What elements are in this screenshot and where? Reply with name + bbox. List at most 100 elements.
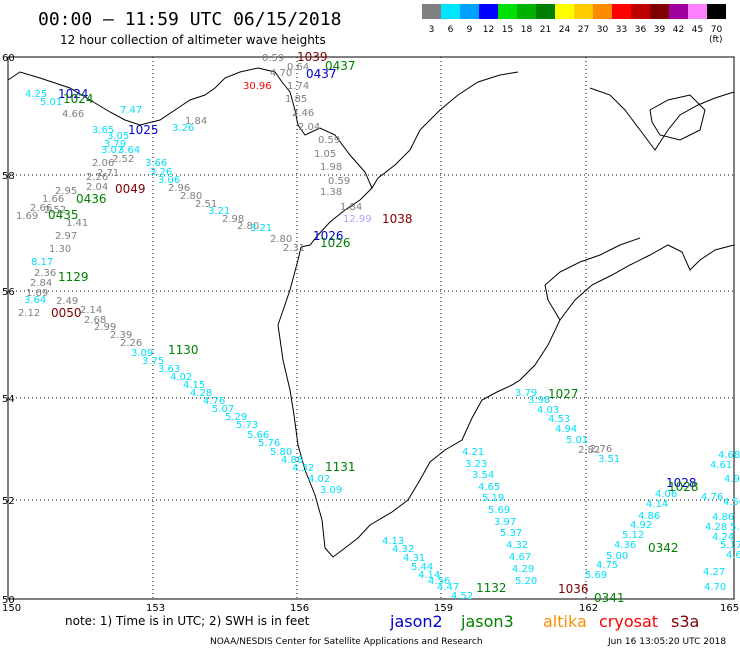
pass-label-cryosat: 0049 <box>115 182 146 196</box>
coastline-okhotsk-north <box>7 67 519 190</box>
wave-height-label: 3.26 <box>150 167 172 178</box>
lat-tick-50: 50 <box>2 595 15 606</box>
wave-height-label: 0.59 <box>318 135 340 146</box>
color-scale-label: 18 <box>521 25 533 35</box>
wave-height-label: 2.71 <box>97 168 119 179</box>
wave-height-label: 4.15 <box>183 380 205 391</box>
wave-height-label: 4.28 <box>705 522 727 533</box>
wave-height-label: 5.69 <box>488 505 510 516</box>
wave-height-label: 4.02 <box>308 474 330 485</box>
color-scale-swatch <box>688 4 707 19</box>
wave-height-label: 3.75 <box>142 356 164 367</box>
color-scale-swatch <box>612 4 631 19</box>
pass-label-jason3: 1024 <box>63 92 94 106</box>
wave-height-label: 4.86 <box>638 511 660 522</box>
wave-height-label: 5.12 <box>622 530 644 541</box>
wave-height-label: 4.86 <box>281 455 303 466</box>
coastline-karaginsky <box>544 237 641 321</box>
color-scale-swatch <box>460 4 479 19</box>
graticule <box>8 57 734 599</box>
pass-label-cryosat: 0050 <box>51 306 82 320</box>
wave-height-label: 4.03 <box>537 405 559 416</box>
color-scale-swatch <box>574 4 593 19</box>
wave-height-label: 2.80 <box>180 191 202 202</box>
wave-height-label: 4.70 <box>704 582 726 593</box>
wave-height-label: 2.26 <box>120 338 142 349</box>
color-scale-label: 45 <box>692 25 703 35</box>
wave-height-label: 1.41 <box>66 218 88 229</box>
wave-height-labels: 0.590.644.701.7430.961.852.462.040.591.0… <box>16 53 740 602</box>
island-karaginsky <box>649 94 706 141</box>
color-scale-label: 39 <box>654 25 666 35</box>
wave-height-label: 2.76 <box>590 444 612 455</box>
color-scale-label: 6 <box>448 25 454 35</box>
pass-label-jason2: 0437 <box>306 67 337 81</box>
wave-height-label: 4.31 <box>403 553 425 564</box>
wave-height-label: 2.04 <box>86 182 108 193</box>
wave-height-label: 2.52 <box>112 154 134 165</box>
wave-height-label: 4.52 <box>451 591 473 602</box>
wave-height-label: 4.94 <box>555 424 577 435</box>
wave-height-label: 2.66 <box>30 203 52 214</box>
color-scale-swatch <box>707 4 726 19</box>
wave-height-label: 2.49 <box>56 296 78 307</box>
wave-height-label: 2.96 <box>168 183 190 194</box>
wave-height-label: 4.65 <box>478 482 500 493</box>
mission-legend-jason2: jason2 <box>389 612 443 631</box>
wave-height-label: 4.02 <box>170 372 192 383</box>
lon-tick-165: 165 <box>720 603 739 614</box>
wave-height-label: 2.68 <box>84 315 106 326</box>
wave-height-label: 5.73 <box>236 420 258 431</box>
wave-height-label: 3.23 <box>465 459 487 470</box>
color-scale-swatch <box>422 4 441 19</box>
wave-height-label: 5.07 <box>212 404 234 415</box>
pass-label-cryosat: 1038 <box>382 212 413 226</box>
wave-height-label: 2.80 <box>237 221 259 232</box>
lat-tick-52: 52 <box>2 496 15 507</box>
wave-height-label: 4.67 <box>509 552 531 563</box>
color-scale-label: 3 <box>429 25 435 35</box>
color-scale-label: 27 <box>578 25 589 35</box>
wave-height-label: 2.04 <box>298 122 320 133</box>
wave-height-label: 3.54 <box>472 470 494 481</box>
wave-height-label: 5.76 <box>258 438 280 449</box>
wave-height-label: 4.76 <box>203 396 225 407</box>
mission-legend-jason3: jason3 <box>460 612 514 631</box>
wave-height-label: 1.84 <box>185 116 207 127</box>
wave-height-label: 4.92 <box>630 520 652 531</box>
color-scale-swatch <box>441 4 460 19</box>
wave-height-label: 2.51 <box>195 199 217 210</box>
mission-legend-altika: altika <box>543 612 587 631</box>
wave-height-label: 4.50 <box>723 497 740 508</box>
wave-height-label: 1.05 <box>314 149 336 160</box>
lon-tick-150: 150 <box>2 603 21 614</box>
wave-height-label: 3.79 <box>515 388 537 399</box>
wave-height-label: 3.98 <box>528 395 550 406</box>
color-scale-label: 15 <box>502 25 513 35</box>
pass-label-jason3: 1132 <box>476 581 507 595</box>
wave-height-label: 4.76 <box>701 492 723 503</box>
coastline-shelikhov <box>300 187 373 248</box>
wave-height-label: 5.17 <box>720 540 740 551</box>
wave-height-label: 4.36 <box>614 540 636 551</box>
wave-height-label: 1.74 <box>287 81 309 92</box>
wave-height-label: 1.30 <box>49 244 71 255</box>
wave-height-label: 5.01 <box>40 97 62 108</box>
wave-height-label: 5.69 <box>585 570 607 581</box>
wave-height-label: 1.38 <box>320 187 342 198</box>
wave-height-label: 2.14 <box>80 305 102 316</box>
wave-height-label: 3.09 <box>320 485 342 496</box>
pass-label-jason3: 0436 <box>76 192 107 206</box>
wave-height-label: 30.96 <box>243 81 272 92</box>
lat-tick-labels: 60 58 56 54 52 50 <box>2 53 15 606</box>
footer-timestamp: Jun 16 13:05:20 UTC 2018 <box>607 637 726 647</box>
pass-label-jason3: 0435 <box>48 208 79 222</box>
wave-height-label: 5.80 <box>270 447 292 458</box>
wave-height-label: 12.99 <box>343 214 372 225</box>
wave-height-label: 3.64 <box>24 295 46 306</box>
wave-height-label: 4.61 <box>710 460 732 471</box>
wave-height-label: 2.97 <box>55 231 77 242</box>
wave-height-label: 4.28 <box>190 388 212 399</box>
color-scale-label: 12 <box>483 25 494 35</box>
color-scale-label: 21 <box>540 25 551 35</box>
